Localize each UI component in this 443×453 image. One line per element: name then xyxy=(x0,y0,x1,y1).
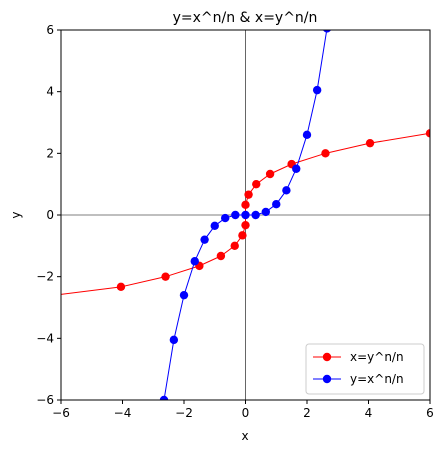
series-2-point xyxy=(312,85,322,95)
series-2-point xyxy=(221,213,230,223)
series-1-point xyxy=(116,282,126,292)
y-tick-label: −2 xyxy=(36,270,54,284)
y-tick-label: −4 xyxy=(36,331,54,345)
series-2-point xyxy=(302,130,312,140)
x-axis-label: x xyxy=(241,429,248,443)
series-2-point xyxy=(179,290,189,300)
series-2-point xyxy=(251,210,260,220)
y-axis-label: y xyxy=(9,211,23,218)
series-1-point xyxy=(425,129,430,138)
series-1-point xyxy=(244,190,253,199)
series-1-point xyxy=(238,231,247,240)
x-tick-label: 0 xyxy=(242,406,250,420)
series-2-point xyxy=(169,335,179,345)
legend-label: y=x^n/n xyxy=(350,372,404,386)
series-2-point xyxy=(272,200,281,209)
x-tick-label: −6 xyxy=(52,406,70,420)
plot-frame xyxy=(60,29,431,401)
series-line-1 xyxy=(61,132,430,295)
series-1-point xyxy=(265,169,275,179)
series-1-point xyxy=(241,200,250,210)
y-tick-label: 6 xyxy=(46,23,54,37)
series-1-point xyxy=(216,251,226,261)
x-tick-label: 2 xyxy=(303,406,311,420)
series-2-point xyxy=(159,395,169,400)
series-2-point xyxy=(323,30,331,33)
series-2-point xyxy=(210,221,219,230)
ticks: −6 −4 −2 0 2 4 6 −6 −4 −2 0 2 4 6 xyxy=(36,23,434,420)
x-tick-label: 4 xyxy=(365,406,373,420)
chart-title: y=x^n/n & x=y^n/n xyxy=(173,10,318,26)
x-tick-label: −4 xyxy=(114,406,132,420)
series-1-point xyxy=(241,220,250,230)
series-2-point xyxy=(231,210,240,220)
series-1-point xyxy=(161,272,170,281)
series-2-point xyxy=(282,186,291,195)
y-tick-label: 2 xyxy=(46,146,54,160)
series xyxy=(26,30,430,400)
series-1-point xyxy=(230,241,239,251)
series-1-point xyxy=(365,138,375,148)
series-1-point xyxy=(321,149,330,158)
y-tick-label: 0 xyxy=(46,208,54,222)
legend: x=y^n/n y=x^n/n xyxy=(305,343,425,395)
x-tick-label: 6 xyxy=(426,406,434,420)
series-2-point xyxy=(261,207,270,217)
legend-marker xyxy=(322,352,332,362)
y-tick-label: 4 xyxy=(46,85,54,99)
x-tick-label: −2 xyxy=(175,406,193,420)
series-2-point xyxy=(241,210,250,220)
y-tick-label: −6 xyxy=(36,393,54,407)
series-1-point xyxy=(26,294,34,302)
legend-label: x=y^n/n xyxy=(350,350,404,364)
series-1-point xyxy=(252,179,261,189)
series-2-point xyxy=(292,164,301,173)
legend-marker xyxy=(322,374,332,384)
series-2-point xyxy=(200,235,209,244)
series-2-point xyxy=(190,257,199,266)
